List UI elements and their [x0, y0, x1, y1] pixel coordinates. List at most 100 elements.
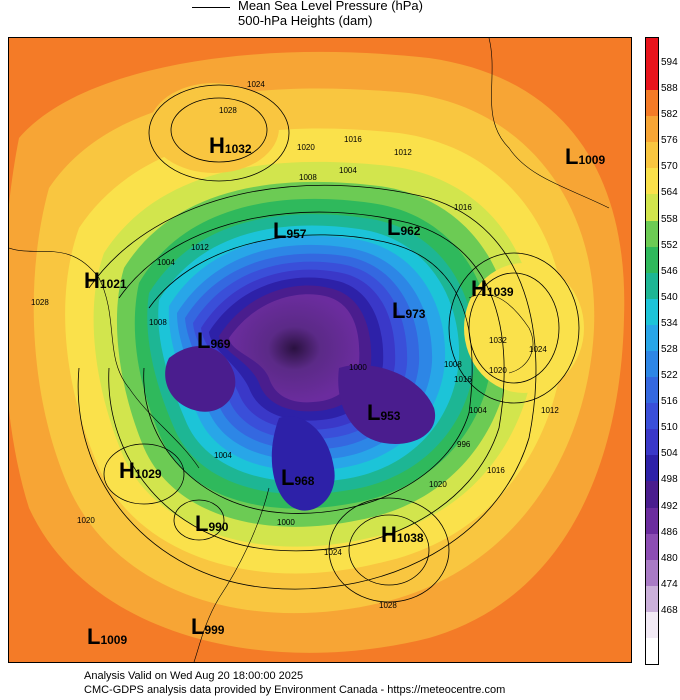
- legend-header: Mean Sea Level Pressure (hPa) 500-hPa He…: [190, 0, 490, 30]
- system-label: H1039: [471, 276, 514, 301]
- isobar-label: 1028: [31, 298, 49, 307]
- colorbar-bottom-cap: [646, 638, 658, 664]
- isobar-label: 1012: [394, 148, 412, 157]
- system-label: L1009: [87, 624, 128, 649]
- colorbar-cell: [646, 64, 658, 91]
- isobar-label: 1024: [247, 80, 265, 89]
- trough-lobe-south: [271, 416, 335, 511]
- isobar-contour: [170, 97, 268, 163]
- isobar-label: 1008: [444, 360, 462, 369]
- isobar-contour: [348, 514, 430, 586]
- system-label: L990: [195, 511, 229, 536]
- isobar-label: 1012: [191, 243, 209, 252]
- isobar-label: 1004: [157, 258, 175, 267]
- colorbar-cell: [646, 220, 658, 248]
- isobar-label: 1024: [529, 345, 547, 354]
- colorbar-cell: [646, 481, 658, 509]
- map-canvas: [9, 38, 631, 662]
- isobar-label: 1020: [77, 516, 95, 525]
- isobar-label: 1016: [344, 135, 362, 144]
- system-label: L953: [367, 400, 401, 425]
- colorbar-cell: [646, 168, 658, 195]
- colorbar-tick-label: 528: [661, 344, 678, 355]
- colorbar-tick-label: 486: [661, 526, 678, 538]
- system-label: L968: [281, 465, 315, 490]
- isobar-legend-line: [192, 7, 230, 8]
- ridge-high-east: [464, 263, 584, 393]
- isobar-label: 1020: [297, 143, 315, 152]
- trough-lobe-west: [165, 346, 236, 412]
- colorbar-cell: [646, 90, 658, 117]
- footer-valid-time: Analysis Valid on Wed Aug 20 18:00:00 20…: [84, 670, 304, 682]
- colorbar-cell: [646, 272, 658, 300]
- coastlines: [9, 38, 610, 662]
- colorbar-tick-label: 534: [661, 317, 678, 329]
- coastline: [488, 38, 610, 209]
- colorbar-tick-label: 594: [661, 57, 678, 68]
- colorbar-tick-label: 570: [661, 161, 678, 173]
- isobar-label: 1028: [379, 601, 397, 610]
- colorbar-tick-label: 480: [661, 552, 678, 564]
- colorbar-cell: [646, 455, 658, 482]
- colorbar-tick-label: 576: [661, 135, 678, 147]
- system-label: H1038: [381, 522, 424, 547]
- colorbar-tick-label: 582: [661, 109, 678, 121]
- colorbar-tick-label: 546: [661, 265, 678, 277]
- isobar-label: 1008: [149, 318, 167, 327]
- colorbar-cell: [646, 324, 658, 352]
- colorbar-tick-label: 552: [661, 239, 678, 251]
- isobar-label: 1016: [454, 375, 472, 384]
- colorbar-cell: [646, 298, 658, 326]
- legend-mslp-label: Mean Sea Level Pressure (hPa): [238, 0, 423, 13]
- coastline: [9, 247, 200, 469]
- colorbar-tick-label: 504: [661, 448, 678, 460]
- colorbar-top-cap: [646, 38, 658, 64]
- isobar-contour: [448, 252, 580, 404]
- colorbar-tick-label: 492: [661, 500, 678, 512]
- system-label: H1029: [119, 458, 162, 483]
- colorbar-cell: [646, 429, 658, 456]
- colorbar-tick-label: 522: [661, 370, 678, 382]
- colorbar-cell: [646, 142, 658, 169]
- colorbar-cell: [646, 246, 658, 274]
- colorbar-tick-label: 540: [661, 291, 678, 303]
- colorbar-cell: [646, 377, 658, 404]
- isobar-contour: [173, 499, 225, 541]
- colorbar-cell: [646, 403, 658, 430]
- colorbar-tick-label: 474: [661, 578, 678, 590]
- system-label: L999: [191, 614, 225, 639]
- colorbar-cell: [646, 611, 658, 639]
- isobar-label: 1016: [454, 203, 472, 212]
- colorbar-tick-label: 516: [661, 396, 678, 408]
- system-label: L962: [387, 215, 421, 240]
- isobar-label: 1020: [429, 480, 447, 489]
- isobar-label: 1004: [214, 451, 232, 460]
- isobar-label: 1028: [219, 106, 237, 115]
- isobar-label: 1004: [469, 406, 487, 415]
- isobar-label: 996: [457, 440, 471, 449]
- trough-lobe-east: [338, 364, 436, 444]
- isobar-label: 1000: [349, 363, 367, 372]
- isobar-label: 1012: [541, 406, 559, 415]
- isobar-contour: [148, 84, 290, 182]
- system-label: H1021: [84, 268, 127, 293]
- isobar-contour: [103, 443, 185, 505]
- colorbar-cell: [646, 194, 658, 222]
- colorbar-cell: [646, 559, 658, 587]
- colorbar-tick-label: 558: [661, 213, 678, 225]
- weather-map: H1032 L1009 L957 L962 H1021 H1039 L973 L…: [8, 37, 632, 663]
- colorbar-cell: [646, 533, 658, 561]
- colorbar-tick-label: 498: [661, 474, 678, 486]
- colorbar-cell: [646, 116, 658, 143]
- ridge-high-north: [149, 83, 279, 173]
- system-label: L969: [197, 328, 231, 353]
- height-colorbar: [645, 37, 659, 665]
- system-label: H1032: [209, 133, 252, 158]
- isobar-label: 1016: [487, 466, 505, 475]
- isobar-label: 1008: [299, 173, 317, 182]
- system-label: L1009: [565, 144, 606, 169]
- isobar-label: 1000: [277, 518, 295, 527]
- isobars: [77, 84, 580, 603]
- colorbar-tick-label: 468: [661, 604, 678, 616]
- colorbar-cell: [646, 585, 658, 613]
